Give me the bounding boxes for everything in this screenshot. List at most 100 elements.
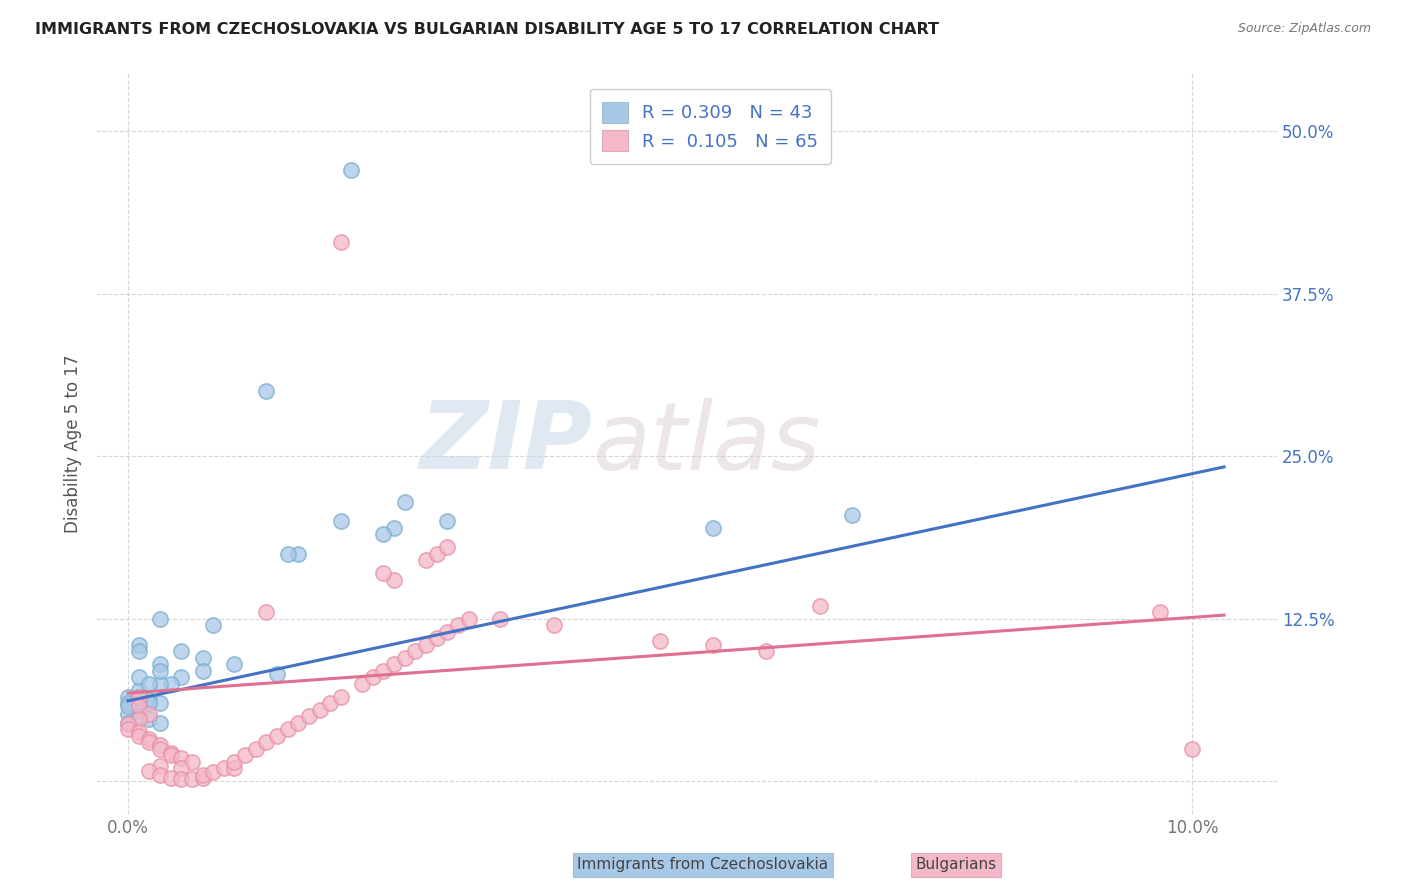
Point xyxy=(266,666,288,681)
Point xyxy=(117,716,139,731)
Point xyxy=(266,729,288,743)
Text: Bulgarians: Bulgarians xyxy=(915,857,997,872)
Point xyxy=(138,712,160,726)
Point xyxy=(361,671,384,685)
Point xyxy=(373,664,395,678)
Text: ZIP: ZIP xyxy=(419,398,592,490)
Point xyxy=(149,677,172,691)
Point xyxy=(457,612,479,626)
Point xyxy=(702,638,724,652)
Point xyxy=(159,748,181,763)
Point xyxy=(128,709,150,723)
Point xyxy=(329,690,352,704)
Text: Immigrants from Czechoslovakia: Immigrants from Czechoslovakia xyxy=(578,857,828,872)
Point xyxy=(841,508,863,522)
Point xyxy=(149,768,172,782)
Point xyxy=(138,706,160,721)
Point xyxy=(128,699,150,714)
Point xyxy=(149,612,172,626)
Point xyxy=(202,765,225,780)
Text: IMMIGRANTS FROM CZECHOSLOVAKIA VS BULGARIAN DISABILITY AGE 5 TO 17 CORRELATION C: IMMIGRANTS FROM CZECHOSLOVAKIA VS BULGAR… xyxy=(35,22,939,37)
Point xyxy=(117,723,139,737)
Point xyxy=(117,697,139,711)
Point xyxy=(117,699,139,714)
Point xyxy=(436,541,458,555)
Point xyxy=(170,671,193,685)
Point xyxy=(149,738,172,752)
Point xyxy=(404,644,426,658)
Point xyxy=(382,521,405,535)
Point xyxy=(277,723,299,737)
Point xyxy=(447,618,470,632)
Point xyxy=(382,657,405,672)
Text: Source: ZipAtlas.com: Source: ZipAtlas.com xyxy=(1237,22,1371,36)
Point xyxy=(382,573,405,587)
Point xyxy=(128,671,150,685)
Point xyxy=(254,606,277,620)
Point xyxy=(212,762,235,776)
Point xyxy=(808,599,831,613)
Point xyxy=(191,651,214,665)
Point xyxy=(117,706,139,721)
Point xyxy=(159,677,181,691)
Point xyxy=(180,772,202,786)
Point xyxy=(149,742,172,756)
Point xyxy=(298,709,321,723)
Point xyxy=(159,771,181,785)
Point xyxy=(340,163,363,178)
Point xyxy=(180,755,202,769)
Point xyxy=(308,703,330,717)
Point xyxy=(394,495,416,509)
Point xyxy=(128,699,150,714)
Point xyxy=(1181,742,1204,756)
Point xyxy=(436,625,458,640)
Point xyxy=(149,759,172,773)
Text: atlas: atlas xyxy=(592,398,821,489)
Point xyxy=(436,515,458,529)
Point xyxy=(128,712,150,726)
Point xyxy=(426,547,449,561)
Point xyxy=(128,638,150,652)
Point xyxy=(128,683,150,698)
Point xyxy=(373,527,395,541)
Point xyxy=(224,755,246,769)
Point xyxy=(170,751,193,765)
Point xyxy=(489,612,512,626)
Point xyxy=(329,515,352,529)
Point xyxy=(138,692,160,706)
Point xyxy=(415,553,437,567)
Point xyxy=(191,771,214,785)
Point xyxy=(287,716,309,731)
Point xyxy=(543,618,565,632)
Point xyxy=(128,725,150,739)
Point xyxy=(224,762,246,776)
Point xyxy=(426,632,449,646)
Point xyxy=(138,677,160,691)
Point xyxy=(170,762,193,776)
Point xyxy=(149,664,172,678)
Point xyxy=(117,690,139,704)
Point xyxy=(128,690,150,704)
Point xyxy=(202,618,225,632)
Point xyxy=(149,697,172,711)
Point xyxy=(159,746,181,760)
Point xyxy=(755,644,778,658)
Point xyxy=(128,690,150,704)
Point xyxy=(149,716,172,731)
Point xyxy=(702,521,724,535)
Point xyxy=(138,735,160,749)
Point xyxy=(648,634,671,648)
Point xyxy=(128,690,150,704)
Point xyxy=(277,547,299,561)
Point xyxy=(138,764,160,778)
Point xyxy=(170,772,193,786)
Y-axis label: Disability Age 5 to 17: Disability Age 5 to 17 xyxy=(65,354,82,533)
Point xyxy=(191,768,214,782)
Point xyxy=(128,644,150,658)
Point xyxy=(138,731,160,746)
Point xyxy=(287,547,309,561)
Point xyxy=(415,638,437,652)
Point xyxy=(149,657,172,672)
Point xyxy=(170,644,193,658)
Point xyxy=(191,664,214,678)
